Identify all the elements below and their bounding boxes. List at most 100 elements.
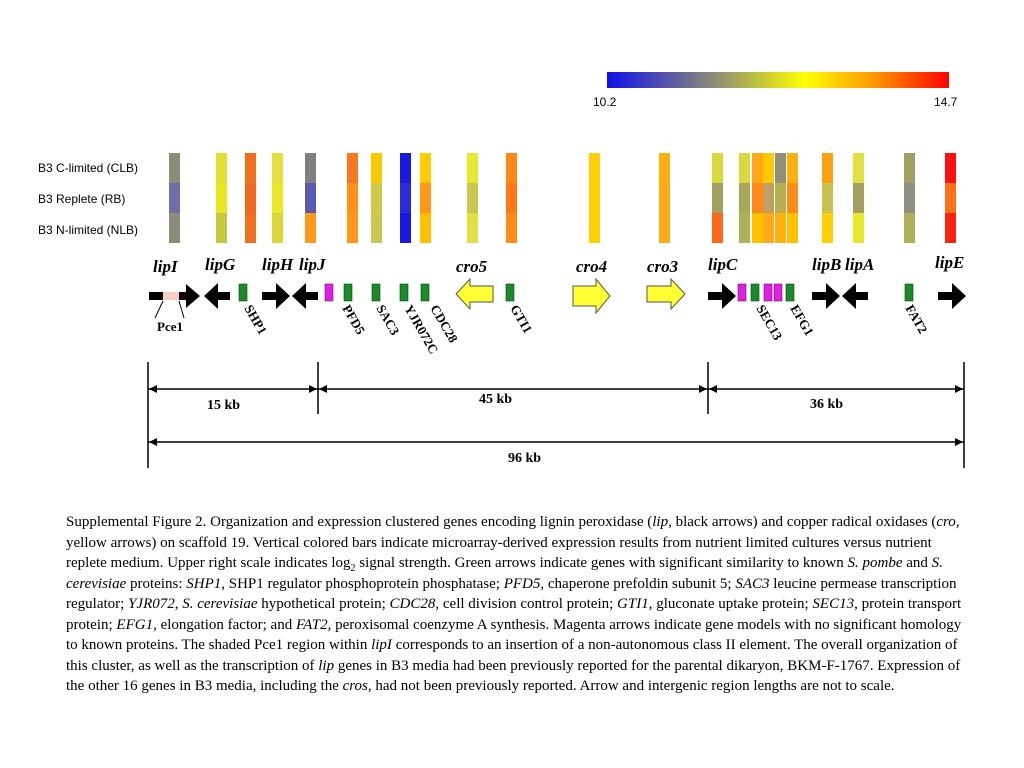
distance-label-96kb: 96 kb [508, 451, 541, 466]
gene-label-cro3: cro3 [647, 257, 679, 276]
heat-cell-17-1 [775, 183, 786, 213]
heat-cell-6-2 [371, 213, 382, 243]
color-scale-bar [607, 72, 949, 88]
heat-cell-0-0 [169, 153, 180, 183]
gene-label-lipA: lipA [845, 255, 874, 274]
distance-label-36kb: 36 kb [810, 397, 843, 412]
heat-cell-7-1 [400, 183, 411, 213]
heat-cell-8-0 [420, 153, 431, 183]
gene-arrows [149, 277, 966, 315]
heat-cell-9-0 [467, 153, 478, 183]
lipI-arrow [179, 284, 200, 308]
heat-cell-16-2 [763, 213, 774, 243]
heat-cell-16-0 [763, 153, 774, 183]
pfd5-arrow [343, 283, 353, 302]
heat-cell-3-0 [272, 153, 283, 183]
heat-cell-8-1 [420, 183, 431, 213]
heat-cell-6-0 [371, 153, 382, 183]
gti1-arrow [505, 283, 515, 302]
heat-cell-3-1 [272, 183, 283, 213]
efg1-label: EFG1 [787, 302, 817, 338]
gene-label-lipH: lipH [262, 255, 294, 274]
heat-cell-6-1 [371, 183, 382, 213]
fat2-label: FAT2 [902, 302, 930, 336]
cro3-arrow [646, 277, 686, 311]
gene-cluster-figure: 10.2 14.7 B3 C-limited (CLB) B3 Replete … [38, 72, 966, 468]
figure-caption: Supplemental Figure 2. Organization and … [66, 514, 962, 694]
heat-cell-22-2 [945, 213, 956, 243]
heat-cell-18-2 [787, 213, 798, 243]
heat-cell-10-1 [506, 183, 517, 213]
condition-label-nlb: B3 N-limited (NLB) [38, 223, 138, 237]
heat-cell-17-2 [775, 213, 786, 243]
heat-cell-4-0 [305, 153, 316, 183]
heat-cell-12-0 [659, 153, 670, 183]
heat-cell-3-2 [272, 213, 283, 243]
heat-cell-0-1 [169, 183, 180, 213]
heat-cell-22-0 [945, 153, 956, 183]
lipA-arrow [842, 283, 868, 309]
heat-cell-0-2 [169, 213, 180, 243]
novel-gene-arrow-1 [324, 283, 334, 302]
heat-cell-18-0 [787, 153, 798, 183]
heat-cell-1-0 [216, 153, 227, 183]
heat-cell-2-1 [245, 183, 256, 213]
lipH-arrow [262, 283, 290, 309]
heat-cell-12-1 [659, 183, 670, 213]
heat-cell-20-0 [853, 153, 864, 183]
heat-cell-19-1 [822, 183, 833, 213]
heat-cell-13-1 [712, 183, 723, 213]
cro5-arrow [455, 277, 494, 311]
heat-cell-11-2 [589, 213, 600, 243]
lipE-arrow [938, 283, 966, 309]
lipB-arrow [812, 283, 840, 309]
sec13-arrow [750, 283, 760, 302]
heat-cell-5-0 [347, 153, 358, 183]
heat-cell-12-2 [659, 213, 670, 243]
pfd5-label: PFD5 [339, 302, 368, 337]
heat-cell-19-0 [822, 153, 833, 183]
novel-gene-arrow-2 [737, 283, 747, 302]
heat-cell-9-1 [467, 183, 478, 213]
lipC-arrow [708, 283, 736, 309]
lipJ-arrow [292, 283, 318, 309]
gene-labels: lipI lipG lipH lipJ cro5 cro4 cro3 lipC … [153, 253, 964, 276]
novel-gene-arrow-4 [773, 283, 783, 302]
heat-cell-5-2 [347, 213, 358, 243]
heat-cell-7-2 [400, 213, 411, 243]
gene-label-lipI: lipI [153, 257, 179, 276]
heat-cell-21-2 [904, 213, 915, 243]
pce1-pointer-left [154, 300, 164, 319]
expression-heat-columns [169, 153, 956, 243]
color-scale-max-label: 14.7 [934, 95, 958, 109]
homolog-labels: Pce1 SHP1 PFD5 SAC3 YJR072C CDC28 GTI1 S… [154, 300, 931, 356]
heat-cell-2-0 [245, 153, 256, 183]
distance-label-15kb: 15 kb [207, 398, 240, 413]
heat-cell-15-2 [752, 213, 763, 243]
heat-cell-17-0 [775, 153, 786, 183]
distance-scale [147, 362, 965, 468]
sac3-label: SAC3 [373, 302, 402, 338]
heat-cell-4-2 [305, 213, 316, 243]
heat-cell-5-1 [347, 183, 358, 213]
heat-cell-21-1 [904, 183, 915, 213]
efg1-arrow [785, 283, 795, 302]
heat-cell-20-2 [853, 213, 864, 243]
heat-cell-15-0 [752, 153, 763, 183]
heat-cell-15-1 [752, 183, 763, 213]
heat-cell-16-1 [763, 183, 774, 213]
lipI-gene-bar [149, 292, 163, 300]
heat-cell-2-2 [245, 213, 256, 243]
cdc28-arrow [420, 283, 430, 302]
gene-label-lipC: lipC [708, 255, 738, 274]
distance-arrowheads [149, 385, 963, 446]
heat-cell-21-0 [904, 153, 915, 183]
gene-label-lipB: lipB [812, 255, 841, 274]
heat-cell-11-0 [589, 153, 600, 183]
heat-cell-8-2 [420, 213, 431, 243]
heat-cell-1-2 [216, 213, 227, 243]
heat-cell-1-1 [216, 183, 227, 213]
gene-label-lipG: lipG [205, 255, 236, 274]
distance-label-45kb: 45 kb [479, 392, 512, 407]
shp1-arrow [238, 283, 248, 302]
